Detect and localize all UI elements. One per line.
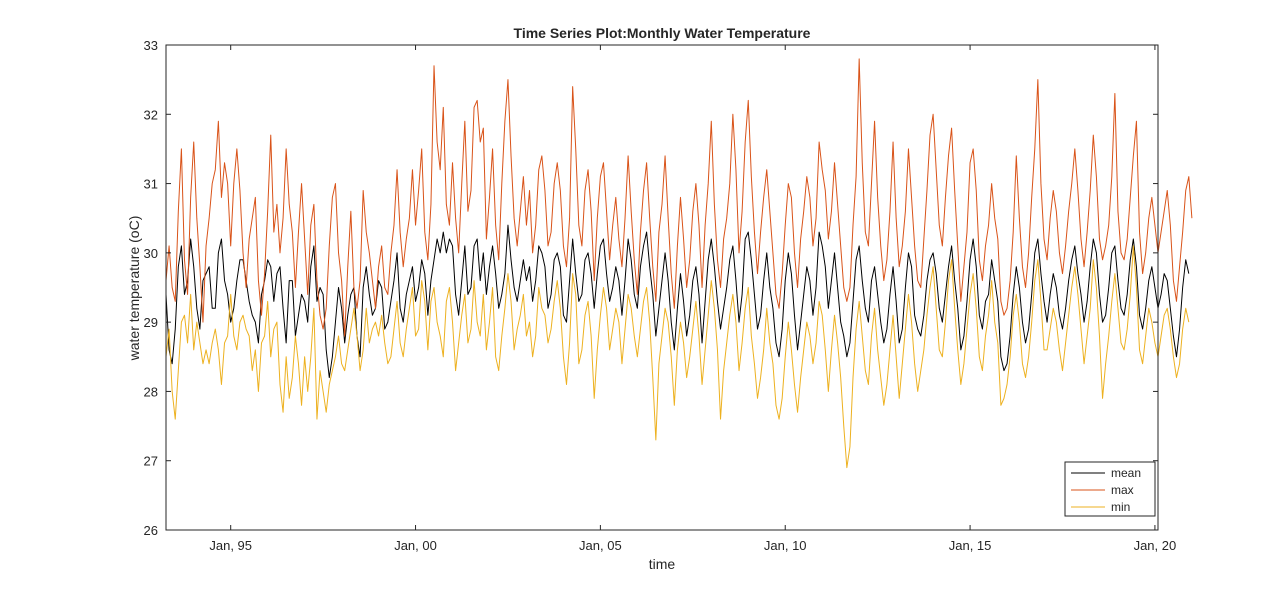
x-tick-label: Jan, 95 [209, 538, 252, 553]
x-tick-label: Jan, 10 [764, 538, 807, 553]
axes-box [165, 44, 1159, 531]
legend-label-mean: mean [1111, 466, 1141, 480]
y-axis-label: water temperature (oC) [126, 216, 142, 362]
plot-area [166, 45, 1158, 530]
legend-label-min: min [1111, 500, 1130, 514]
x-tick-label: Jan, 15 [949, 538, 992, 553]
x-axis-label: time [649, 556, 676, 572]
x-tick-label: Jan, 00 [394, 538, 437, 553]
y-tick-label: 33 [144, 38, 158, 53]
y-tick-label: 29 [144, 315, 158, 330]
y-tick-label: 31 [144, 177, 158, 192]
legend-label-max: max [1111, 483, 1134, 497]
y-tick-label: 27 [144, 454, 158, 469]
series-line-mean [165, 224, 1190, 379]
legend: mean max min [1064, 461, 1156, 517]
y-tick-label: 28 [144, 384, 158, 399]
chart-title: Time Series Plot:Monthly Water Temperatu… [514, 25, 811, 41]
y-tick-label: 32 [144, 107, 158, 122]
y-tick-label: 26 [144, 523, 158, 538]
y-tick-label: 30 [144, 246, 158, 261]
series-line-max [165, 58, 1193, 337]
x-tick-label: Jan, 05 [579, 538, 622, 553]
x-tick-label: Jan, 20 [1134, 538, 1177, 553]
legend-box [1064, 461, 1156, 517]
series-line-min [165, 245, 1190, 469]
